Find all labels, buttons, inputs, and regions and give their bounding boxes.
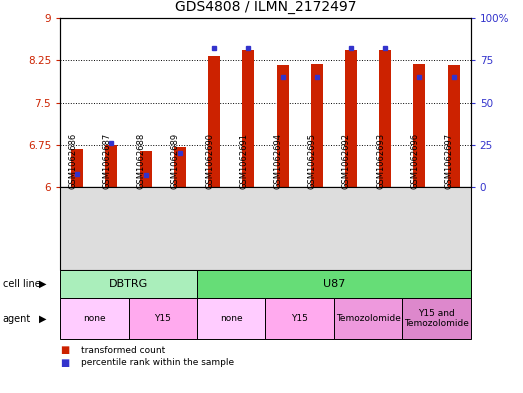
Text: GSM1062686: GSM1062686: [68, 133, 77, 189]
Text: GSM1062696: GSM1062696: [411, 133, 419, 189]
Text: U87: U87: [323, 279, 345, 289]
Text: ■: ■: [60, 345, 70, 355]
Bar: [311, 64, 323, 187]
Text: Temozolomide: Temozolomide: [336, 314, 401, 323]
Text: Y15: Y15: [291, 314, 308, 323]
Text: GSM1062695: GSM1062695: [308, 133, 317, 189]
Text: GSM1062687: GSM1062687: [103, 133, 111, 189]
Text: GSM1062694: GSM1062694: [274, 133, 282, 189]
Title: GDS4808 / ILMN_2172497: GDS4808 / ILMN_2172497: [175, 0, 356, 14]
Bar: [413, 64, 425, 187]
Text: ▶: ▶: [39, 314, 47, 323]
Bar: [277, 65, 289, 187]
Bar: [208, 56, 220, 187]
Bar: [174, 147, 186, 187]
Text: ▶: ▶: [39, 279, 47, 289]
Bar: [106, 145, 118, 187]
Text: GSM1062691: GSM1062691: [240, 133, 248, 189]
Text: agent: agent: [3, 314, 31, 323]
Text: Y15 and
Temozolomide: Y15 and Temozolomide: [404, 309, 469, 328]
Text: GSM1062693: GSM1062693: [376, 133, 385, 189]
Bar: [448, 65, 460, 187]
Text: GSM1062697: GSM1062697: [445, 133, 453, 189]
Bar: [379, 50, 391, 187]
Text: GSM1062688: GSM1062688: [137, 133, 146, 189]
Bar: [242, 50, 254, 187]
Text: GSM1062692: GSM1062692: [342, 133, 351, 189]
Text: Y15: Y15: [154, 314, 171, 323]
Text: GSM1062690: GSM1062690: [205, 133, 214, 189]
Text: transformed count: transformed count: [81, 346, 165, 354]
Text: none: none: [83, 314, 106, 323]
Bar: [140, 151, 152, 187]
Text: none: none: [220, 314, 243, 323]
Text: cell line: cell line: [3, 279, 40, 289]
Bar: [345, 50, 357, 187]
Text: DBTRG: DBTRG: [109, 279, 148, 289]
Bar: [71, 149, 83, 187]
Text: percentile rank within the sample: percentile rank within the sample: [81, 358, 234, 367]
Text: ■: ■: [60, 358, 70, 368]
Text: GSM1062689: GSM1062689: [171, 133, 180, 189]
